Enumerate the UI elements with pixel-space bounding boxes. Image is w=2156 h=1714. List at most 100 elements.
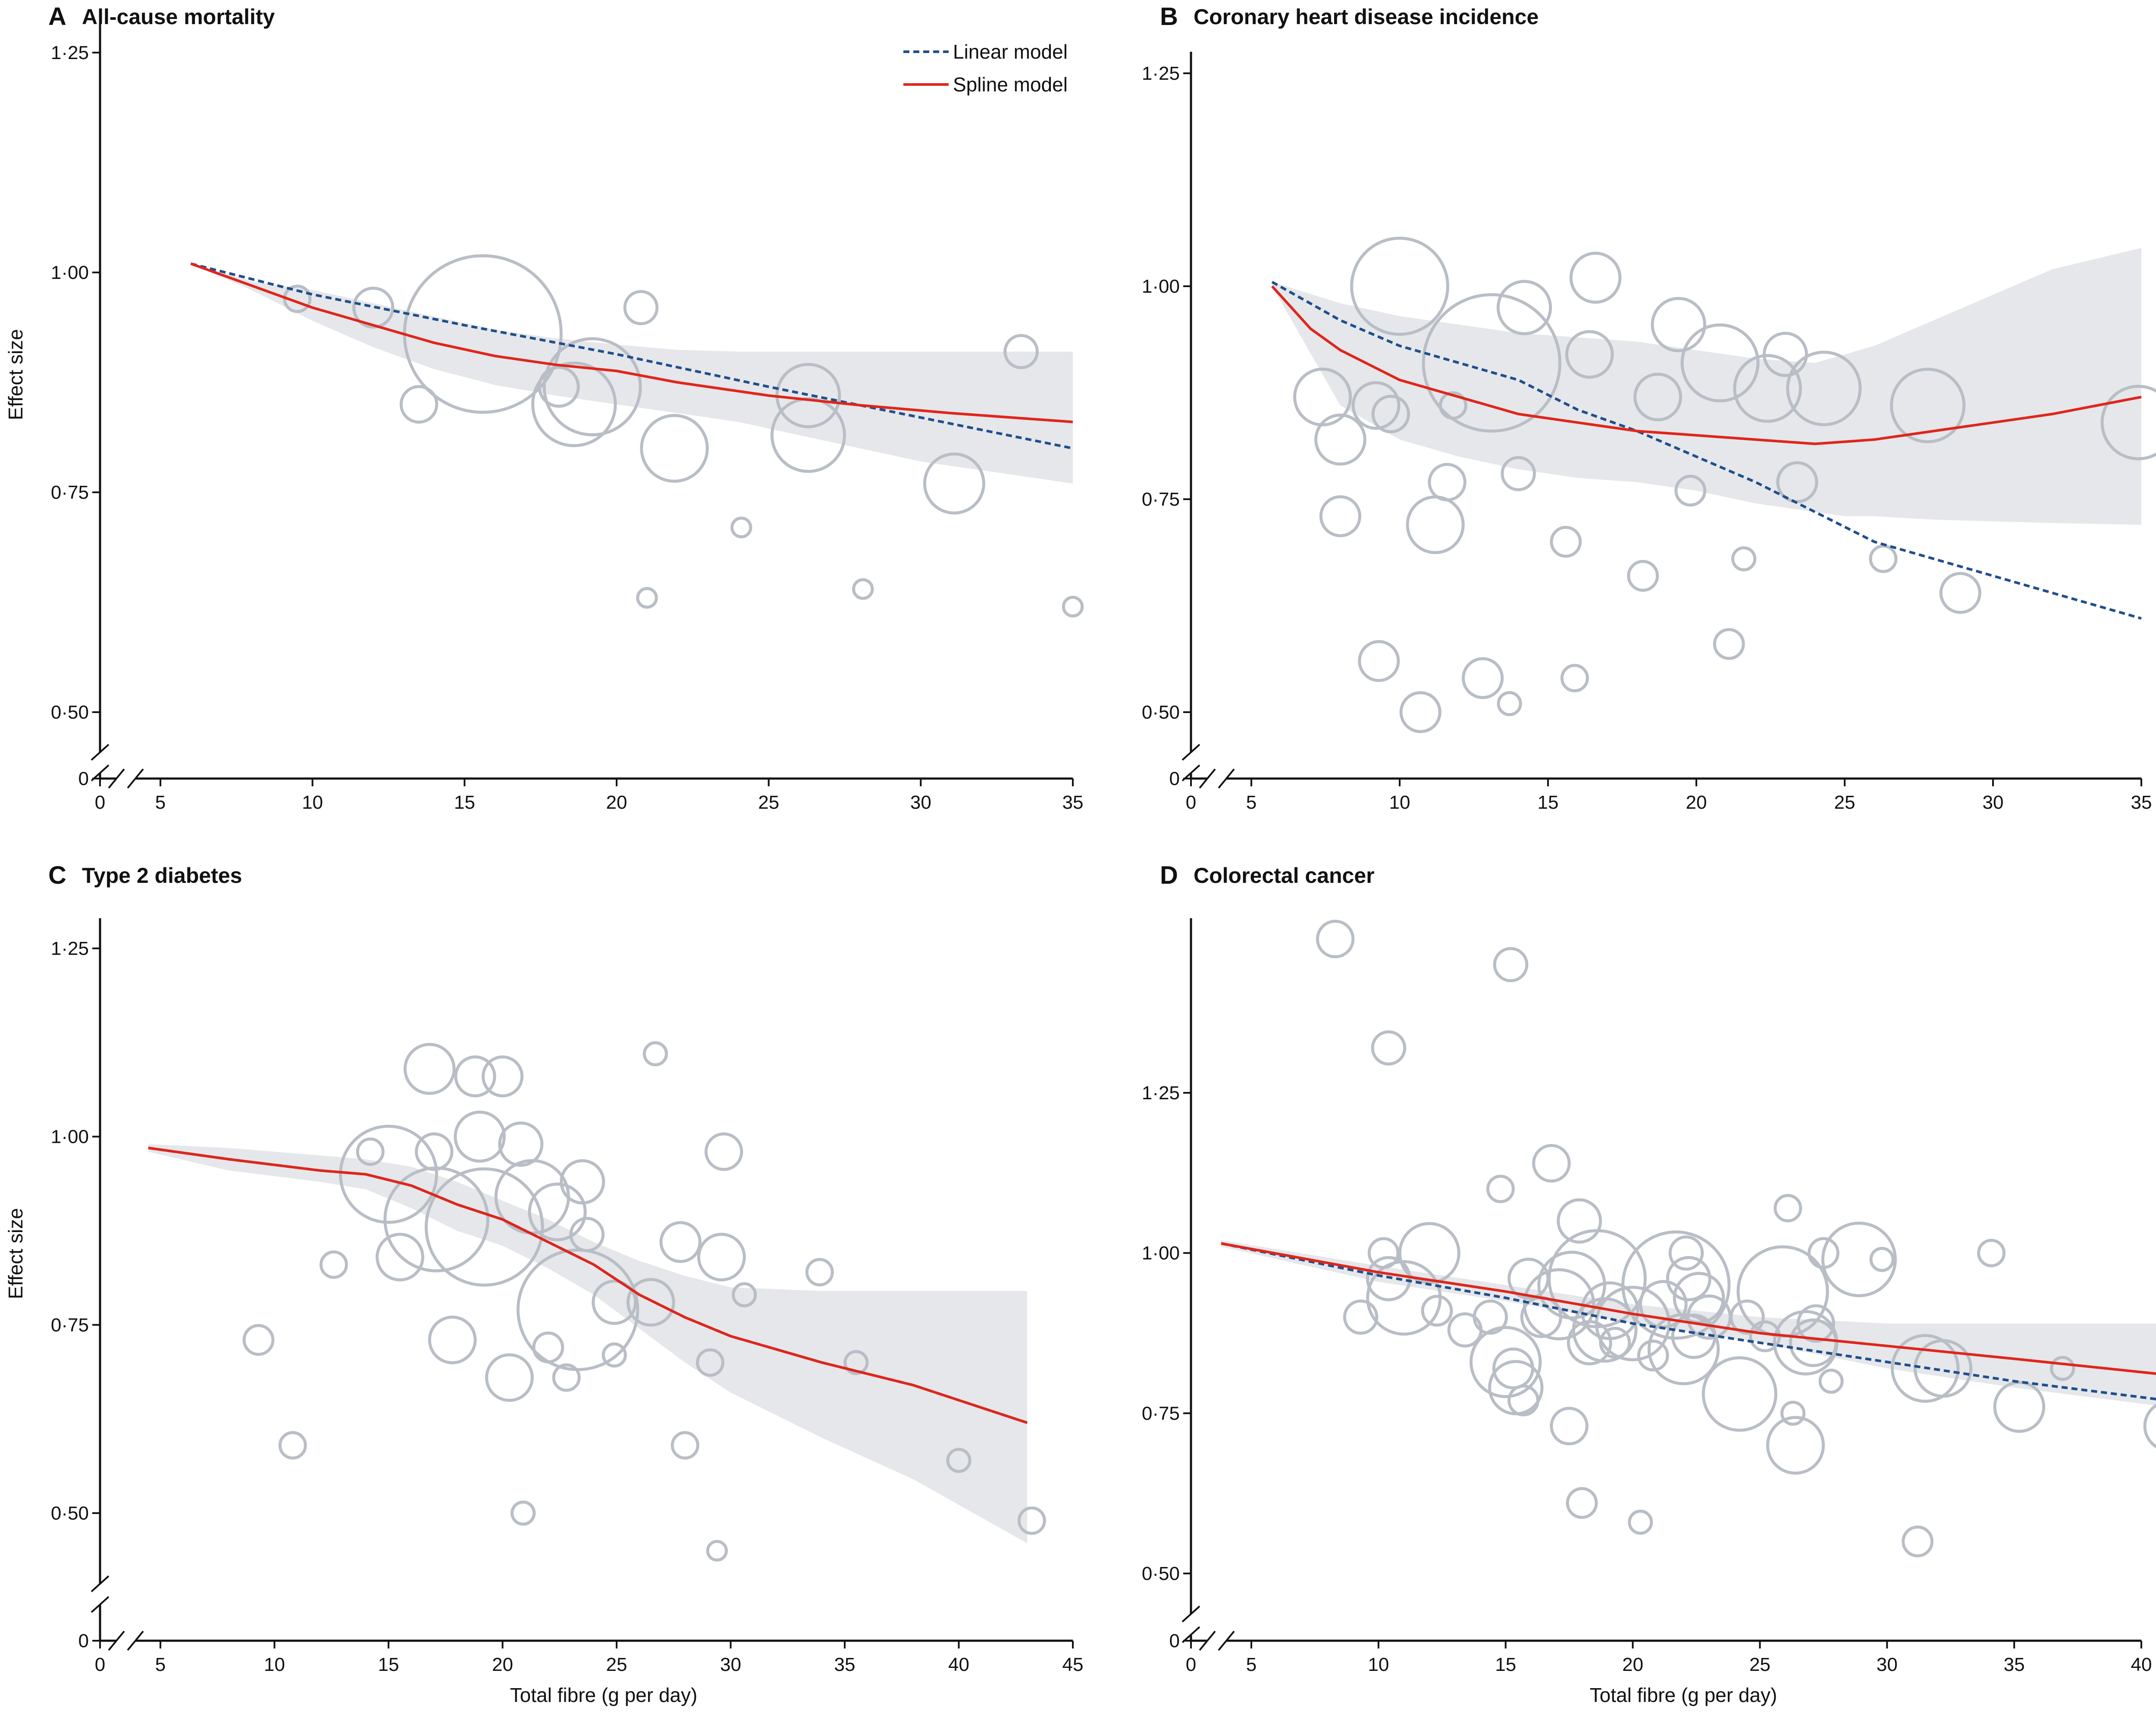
y-tick-label: 1·00 bbox=[1142, 276, 1180, 297]
study-bubble bbox=[1507, 1384, 1539, 1417]
study-bubble bbox=[428, 1315, 477, 1364]
study-bubble bbox=[1731, 546, 1757, 572]
study-bubble bbox=[1497, 691, 1522, 716]
panel-a: 0 5 10 15 20 25 30 35 0·50 0·75 1·00 1·25 0 A All-caus… bbox=[4, 3, 1084, 813]
x-tick-label: 25 bbox=[758, 792, 779, 813]
panel-letter: D bbox=[1160, 861, 1178, 889]
y-tick-label: 0·75 bbox=[1142, 489, 1180, 510]
y-axis-label: Effect size bbox=[4, 1208, 27, 1299]
y-tick-label-zero: 0 bbox=[78, 1630, 89, 1651]
x-tick-label: 40 bbox=[948, 1654, 969, 1675]
spline-model-line bbox=[190, 262, 1073, 423]
study-bubble bbox=[1501, 456, 1536, 491]
x-tick-label: 45 bbox=[1062, 1654, 1084, 1675]
study-bubble bbox=[1422, 293, 1562, 433]
study-bubble bbox=[602, 1342, 627, 1368]
study-bubble bbox=[946, 1448, 971, 1473]
study-bubble bbox=[1869, 544, 1898, 573]
x-tick-label: 30 bbox=[720, 1654, 741, 1675]
y-tick-label-zero: 0 bbox=[1169, 768, 1180, 789]
spline-model-line bbox=[1221, 1242, 2156, 1375]
x-tick-label: 25 bbox=[1749, 1654, 1771, 1675]
x-tick-label: 10 bbox=[1368, 1654, 1389, 1675]
study-bubble bbox=[1762, 332, 1808, 377]
study-bubble bbox=[1567, 1320, 1612, 1366]
study-bubble bbox=[1496, 280, 1552, 335]
study-bubble bbox=[1730, 1299, 1765, 1335]
study-bubble bbox=[1428, 463, 1467, 502]
study-bubble bbox=[636, 587, 658, 609]
study-bubble bbox=[1902, 1525, 1934, 1558]
study-bubble bbox=[383, 1167, 489, 1273]
study-bubble bbox=[1316, 920, 1355, 958]
study-bubble bbox=[697, 1232, 746, 1282]
study-bubble bbox=[706, 1540, 728, 1562]
legend: Linear model Spline model bbox=[903, 41, 1068, 96]
x-axis-break bbox=[1199, 1630, 1235, 1651]
study-bubble bbox=[1493, 947, 1529, 982]
study-bubble bbox=[640, 414, 709, 483]
y-tick-label: 1·25 bbox=[51, 938, 89, 959]
x-tick-label: 20 bbox=[606, 792, 627, 813]
study-bubble bbox=[542, 337, 642, 437]
x-tick-label: 25 bbox=[1834, 792, 1855, 813]
study-bubble bbox=[1621, 1230, 1731, 1340]
panel-letter: B bbox=[1160, 3, 1178, 31]
study-bubble bbox=[1319, 495, 1361, 538]
study-bubble bbox=[485, 1353, 534, 1402]
study-bubble bbox=[1557, 1198, 1602, 1244]
study-bubble bbox=[730, 516, 752, 538]
study-bubble bbox=[320, 1250, 348, 1279]
study-bubble bbox=[671, 1431, 699, 1460]
y-tick-label: 0·50 bbox=[1142, 702, 1180, 723]
y-tick-label: 1·25 bbox=[1142, 63, 1180, 84]
study-bubble bbox=[511, 1500, 536, 1526]
study-bubble bbox=[1017, 1506, 1046, 1535]
study-bubble bbox=[399, 385, 439, 424]
x-tick-label: 20 bbox=[492, 1654, 513, 1675]
study-bubble bbox=[843, 1350, 869, 1375]
study-bubble bbox=[1523, 1268, 1595, 1341]
x-tick-label: 30 bbox=[1983, 792, 2004, 813]
study-bubble bbox=[1890, 1334, 1960, 1403]
linear-model-line bbox=[190, 262, 1073, 450]
y-tick-label: 1·00 bbox=[51, 262, 89, 283]
legend-spline-label: Spline model bbox=[953, 73, 1068, 96]
y-tick-label: 0·75 bbox=[51, 482, 89, 503]
study-bubble bbox=[1366, 1256, 1411, 1301]
study-bubble bbox=[1406, 495, 1465, 554]
panel-letter: C bbox=[48, 861, 66, 889]
confidence-band bbox=[148, 1144, 1028, 1543]
panel-title: All-cause mortality bbox=[82, 5, 275, 29]
study-bubble bbox=[1780, 1401, 1806, 1426]
study-bubble bbox=[1774, 1194, 1802, 1223]
x-tick-label: 15 bbox=[378, 1654, 399, 1675]
x-tick-label: 0 bbox=[1186, 792, 1196, 813]
y-tick-label: 1·25 bbox=[51, 42, 89, 63]
study-bubble bbox=[1766, 1416, 1825, 1475]
study-bubble bbox=[1560, 664, 1589, 692]
study-bubble bbox=[1913, 1339, 1973, 1398]
x-tick-label: 15 bbox=[1538, 792, 1559, 813]
y-tick-label: 0·50 bbox=[1142, 1563, 1180, 1584]
x-tick-label: 10 bbox=[1389, 792, 1410, 813]
study-bubble bbox=[626, 1278, 675, 1327]
y-tick-label: 0·75 bbox=[51, 1314, 89, 1336]
x-tick-label: 35 bbox=[834, 1654, 856, 1675]
x-tick-label: 15 bbox=[1495, 1654, 1516, 1675]
panel-letter: A bbox=[48, 3, 66, 31]
x-tick-label: 10 bbox=[302, 792, 323, 813]
study-bubble bbox=[1550, 1407, 1589, 1445]
study-bubble bbox=[1628, 1510, 1653, 1535]
study-bubble bbox=[1637, 1339, 1669, 1372]
study-bubble bbox=[2143, 1404, 2156, 1448]
y-tick-label: 0·50 bbox=[51, 702, 89, 723]
study-bubble bbox=[1358, 640, 1400, 682]
panel-title: Coronary heart disease incidence bbox=[1194, 5, 1539, 29]
study-bubble bbox=[352, 287, 395, 329]
study-bubble bbox=[454, 1110, 506, 1163]
study-bubble bbox=[1486, 1175, 1515, 1203]
study-bubble bbox=[1702, 1356, 1777, 1432]
y-tick-label-zero: 0 bbox=[1169, 1630, 1180, 1651]
y-axis-break bbox=[91, 1575, 110, 1613]
